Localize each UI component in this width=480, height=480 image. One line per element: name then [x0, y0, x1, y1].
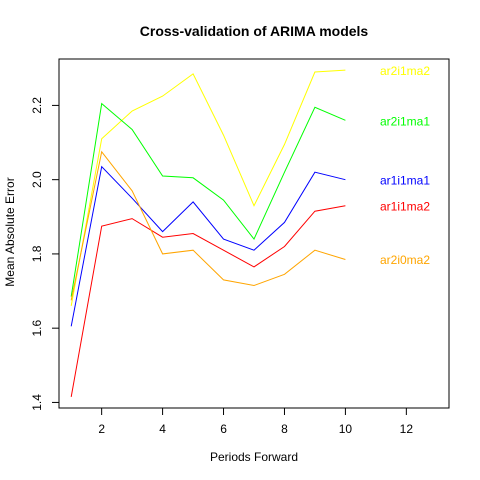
y-tick-label: 1.6	[30, 320, 44, 337]
x-tick-label: 2	[98, 422, 105, 436]
y-tick-label: 1.4	[30, 394, 44, 411]
series-line-ar1i1ma1	[70, 165, 346, 327]
series-line-ar2i1ma1	[70, 102, 346, 297]
series-label-ar1i1ma1: ar1i1ma1	[380, 173, 430, 187]
series-label-ar2i1ma2: ar2i1ma2	[380, 64, 430, 78]
chart-title: Cross-validation of ARIMA models	[140, 23, 369, 39]
series-label-ar2i0ma2: ar2i0ma2	[380, 253, 430, 267]
series-line-ar2i0ma2	[70, 150, 346, 301]
series-label-ar1i1ma2: ar1i1ma2	[380, 199, 430, 213]
x-tick-label: 10	[339, 422, 353, 436]
y-tick-label: 2.0	[30, 171, 44, 188]
y-axis-label: Mean Absolute Error	[3, 177, 17, 286]
plot-frame	[58, 58, 450, 409]
x-tick-label: 4	[159, 422, 166, 436]
series-label-ar2i1ma1: ar2i1ma1	[380, 115, 430, 129]
x-tick-label: 8	[281, 422, 288, 436]
x-axis-label: Periods Forward	[210, 450, 298, 464]
plot-area: 2 4 6 8 10 12 1.4 1.6 1.8 2.0 2.2 ar2i1ma2 ar2i1ma1 a…	[30, 58, 450, 436]
x-tick-label: 12	[400, 422, 414, 436]
x-tick-label: 6	[220, 422, 227, 436]
series-line-ar1i1ma2	[70, 205, 346, 397]
y-tick-label: 1.8	[30, 245, 44, 262]
y-tick-label: 2.2	[30, 97, 44, 114]
series-line-ar2i1ma2	[70, 69, 346, 306]
